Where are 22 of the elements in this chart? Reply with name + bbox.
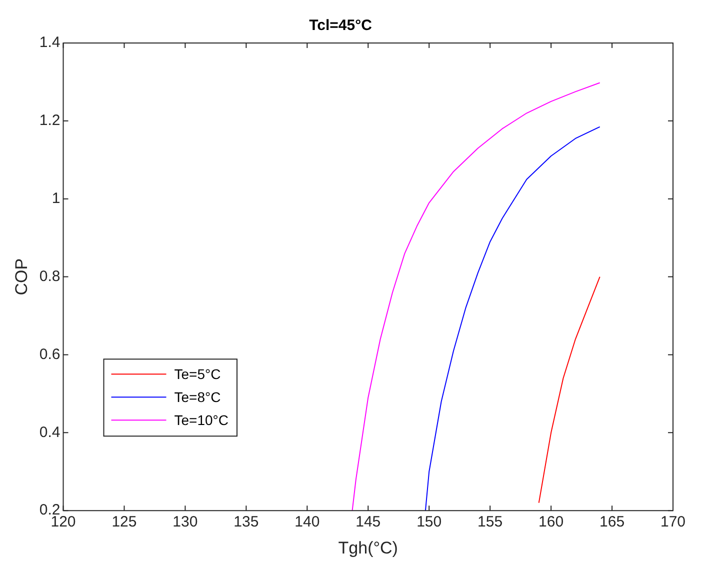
y-tick-label: 1.2 <box>39 112 60 130</box>
x-tick-label: 170 <box>660 514 686 531</box>
y-tick-label: 1 <box>52 190 60 208</box>
x-tick-label: 150 <box>416 514 442 531</box>
x-axis-title: Tgh(°C) <box>338 538 398 558</box>
x-tick-label: 140 <box>294 514 320 531</box>
legend-label: Te=8°C <box>174 388 221 405</box>
legend-label: Te=5°C <box>174 366 221 382</box>
y-tick-label: 0.4 <box>39 424 60 441</box>
x-tick-label: 135 <box>234 514 259 531</box>
y-tick-label: 0.8 <box>39 268 60 285</box>
legend-label: Te=10°C <box>174 412 228 428</box>
chart-title: Tcl=45°C <box>309 17 372 34</box>
y-axis-title: COP <box>12 258 31 296</box>
y-tick-label: 1.4 <box>39 34 60 52</box>
x-tick-label: 145 <box>356 514 381 531</box>
x-tick-label: 160 <box>538 514 564 531</box>
x-tick-label: 165 <box>600 514 625 531</box>
x-tick-label: 155 <box>478 514 503 531</box>
x-tick-label: 130 <box>172 514 198 531</box>
x-tick-label: 125 <box>112 514 137 531</box>
y-tick-label: 0.6 <box>39 346 60 363</box>
